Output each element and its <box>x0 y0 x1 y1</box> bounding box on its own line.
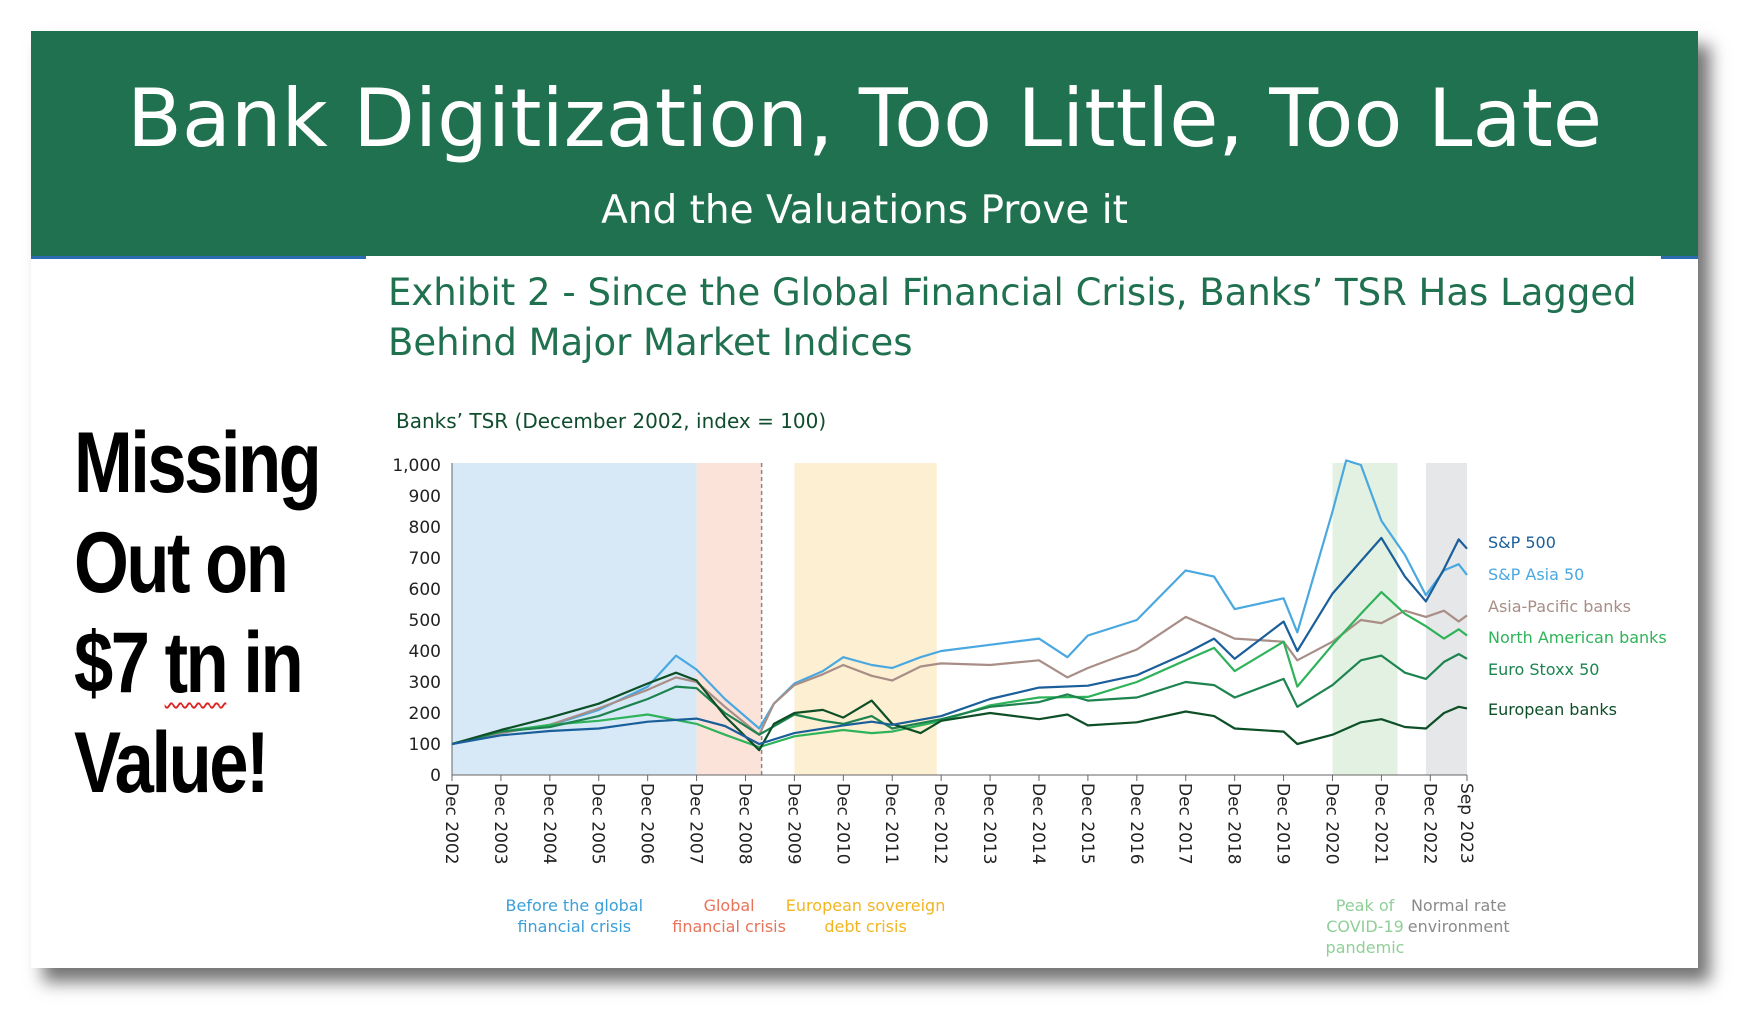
series-line-3 <box>451 590 1468 749</box>
period-band-2 <box>794 463 937 775</box>
divider-left <box>31 256 366 259</box>
x-tick-label-9: Dec 2011 <box>881 783 901 865</box>
title-banner: Bank Digitization, Too Little, Too Late … <box>31 31 1698 256</box>
x-tick-label-18: Dec 2020 <box>1321 783 1341 865</box>
y-tick-label-8: 800 <box>409 518 441 538</box>
period-label-3-2: pandemic <box>1326 938 1405 957</box>
y-tick-label-9: 900 <box>409 487 441 507</box>
series-label-5: European banks <box>1488 700 1617 719</box>
x-tick-label-8: Dec 2010 <box>832 783 852 865</box>
callout-line-1: Missing <box>74 415 322 511</box>
x-tick-label-16: Dec 2018 <box>1224 783 1244 865</box>
x-tick-label-7: Dec 2009 <box>783 783 803 865</box>
callout-line-3b: tn <box>164 615 229 711</box>
series-label-0: S&P 500 <box>1488 533 1556 552</box>
period-band-0 <box>452 463 697 775</box>
period-label-3-1: COVID-19 <box>1326 917 1404 936</box>
period-label-4-0: Normal rate <box>1411 896 1506 915</box>
y-tick-label-6: 600 <box>409 580 441 600</box>
y-tick-label-4: 400 <box>409 642 441 662</box>
x-tick-label-4: Dec 2006 <box>637 783 657 865</box>
x-tick-label-2: Dec 2004 <box>539 783 559 865</box>
series-line-2 <box>451 609 1468 746</box>
slide: Bank Digitization, Too Little, Too Late … <box>31 31 1698 968</box>
banner-title: Bank Digitization, Too Little, Too Late <box>126 72 1603 165</box>
divider-right <box>1661 256 1698 259</box>
period-band-3 <box>1332 463 1398 775</box>
series-line-5 <box>451 671 1468 752</box>
y-tick-label-3: 300 <box>409 673 441 693</box>
banner-subtitle: And the Valuations Prove it <box>601 188 1128 233</box>
period-label-1-1: financial crisis <box>672 917 786 936</box>
period-label-0-0: Before the global <box>506 896 644 915</box>
x-tick-label-10: Dec 2012 <box>930 783 950 865</box>
x-tick-label-20: Dec 2022 <box>1419 783 1439 865</box>
x-tick-label-1: Dec 2003 <box>490 783 510 865</box>
series-label-3: North American banks <box>1488 628 1667 647</box>
callout-line-2: Out on <box>74 515 289 611</box>
x-tick-label-17: Dec 2019 <box>1273 783 1293 865</box>
period-label-1-0: Global <box>704 896 755 915</box>
x-tick-label-0: Dec 2002 <box>441 783 461 865</box>
period-label-2-0: European sovereign <box>786 896 946 915</box>
period-label-0-1: financial crisis <box>517 917 631 936</box>
x-tick-label-11: Dec 2013 <box>979 783 999 865</box>
x-tick-label-13: Dec 2015 <box>1077 783 1097 865</box>
x-tick-label-21: Sep 2023 <box>1456 783 1476 864</box>
callout-line-3c: in <box>226 615 303 711</box>
callout-line-3a: $7 <box>74 615 165 711</box>
x-tick-label-5: Dec 2007 <box>686 783 706 865</box>
y-tick-label-10: 1,000 <box>392 456 441 476</box>
series-label-4: Euro Stoxx 50 <box>1488 660 1599 679</box>
x-tick-label-12: Dec 2014 <box>1028 783 1048 865</box>
y-tick-label-2: 200 <box>409 704 441 724</box>
series-label-1: S&P Asia 50 <box>1488 565 1584 584</box>
series-line-4 <box>451 652 1468 746</box>
series-line-1 <box>451 459 1468 746</box>
callout-line-3: $7 tn in <box>74 613 304 713</box>
y-tick-label-5: 500 <box>409 611 441 631</box>
series-line-0 <box>451 536 1468 746</box>
exhibit-title: Exhibit 2 - Since the Global Financial C… <box>388 271 1637 364</box>
x-tick-label-15: Dec 2017 <box>1175 783 1195 865</box>
callout-text: Missing Out on $7 tn in Value! <box>74 413 322 813</box>
y-tick-label-0: 0 <box>430 766 441 786</box>
period-label-4-1: environment <box>1408 917 1510 936</box>
x-tick-label-19: Dec 2021 <box>1370 783 1390 865</box>
chart-subtitle: Banks’ TSR (December 2002, index = 100) <box>396 409 826 433</box>
period-label-2-1: debt crisis <box>824 917 906 936</box>
series-label-2: Asia-Pacific banks <box>1488 597 1631 616</box>
y-tick-label-7: 700 <box>409 549 441 569</box>
period-label-3-0: Peak of <box>1336 896 1395 915</box>
x-tick-label-14: Dec 2016 <box>1126 783 1146 865</box>
x-tick-label-3: Dec 2005 <box>588 783 608 865</box>
x-tick-label-6: Dec 2008 <box>734 783 754 865</box>
y-tick-label-1: 100 <box>409 735 441 755</box>
period-band-1 <box>696 463 762 775</box>
callout-line-4: Value! <box>74 715 269 811</box>
